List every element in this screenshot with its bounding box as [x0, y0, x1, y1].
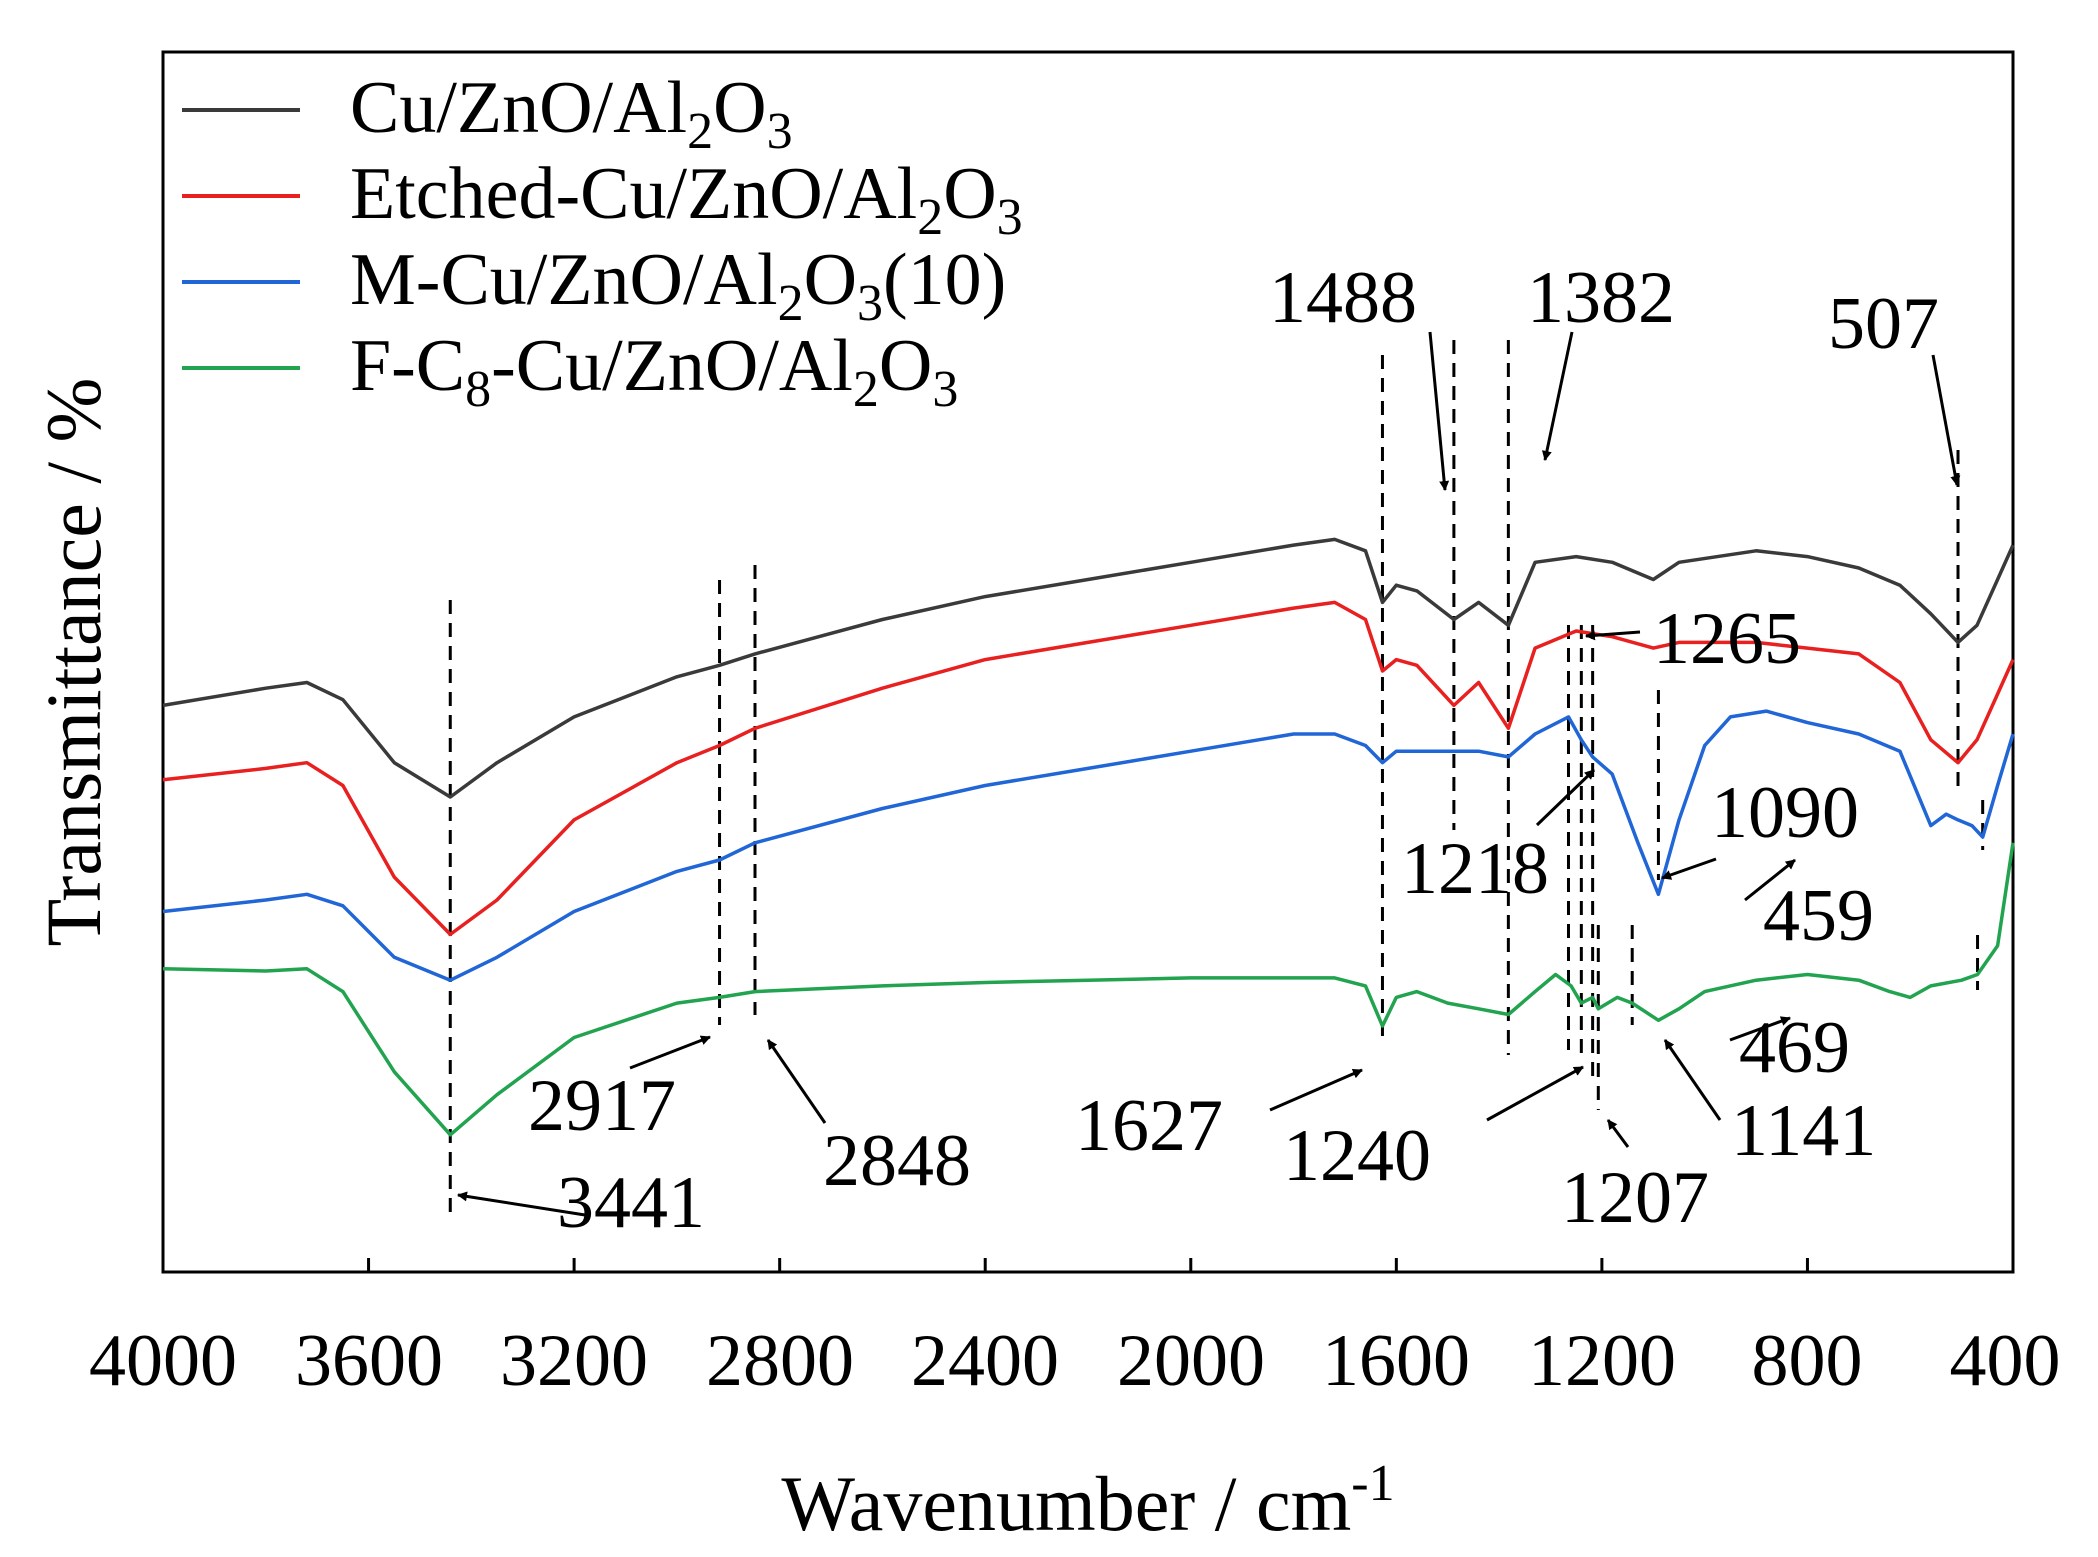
annotation-arrow-1218: [1535, 768, 1596, 827]
annotation-arrow-1382: [1541, 331, 1574, 461]
annotation-arrow-1627: [1269, 1068, 1363, 1112]
series-line-1: [162, 537, 2015, 799]
annotation-label-1488: 1488: [1269, 257, 1417, 339]
annotation-label-1207: 1207: [1561, 1157, 1709, 1239]
series-line-4: [162, 842, 2015, 1137]
legend-label-2: Etched-Cu/ZnO/Al2O3: [350, 153, 1023, 246]
legend: Cu/ZnO/Al2O3Etched-Cu/ZnO/Al2O3M-Cu/ZnO/…: [182, 67, 1023, 418]
annotation-arrow-1265: [1585, 630, 1641, 641]
annotation-label-1218: 1218: [1401, 828, 1549, 910]
annotation-label-1090: 1090: [1711, 772, 1859, 854]
annotation-label-2917: 2917: [528, 1065, 676, 1147]
annotation-label-3441: 3441: [557, 1162, 705, 1244]
annotation-label-1141: 1141: [1731, 1090, 1876, 1172]
series-line-3: [162, 709, 2015, 982]
annotation-arrow-1141: [1663, 1039, 1722, 1121]
series-group: [162, 537, 2015, 1137]
annotation-labels: 1488 1382 507 1265 1218 1090 459 469 114…: [528, 257, 1939, 1244]
x-axis-title: Wavenumber / cm-1: [781, 1455, 1394, 1547]
series-line-2: [162, 600, 2015, 937]
annotation-arrow-469: [1729, 1016, 1791, 1042]
x-tick-label: 800: [1752, 1320, 1863, 1402]
annotation-arrows: [457, 331, 1961, 1217]
legend-label-4: F-C8-Cu/ZnO/Al2O3: [350, 325, 958, 418]
annotation-label-469: 469: [1739, 1007, 1850, 1089]
annotation-label-1627: 1627: [1075, 1085, 1223, 1167]
x-tick-label: 2000: [1117, 1320, 1265, 1402]
annotation-label-1265: 1265: [1653, 598, 1801, 680]
legend-label-3: M-Cu/ZnO/Al2O3(10): [350, 239, 1006, 332]
annotation-arrow-2848: [766, 1039, 827, 1124]
annotation-arrow-1240: [1486, 1065, 1584, 1122]
x-tick-label: 3600: [295, 1320, 443, 1402]
annotation-arrow-3441: [457, 1191, 586, 1217]
x-tick-label: 2800: [706, 1320, 854, 1402]
x-tick-labels: 4000 3600 3200 2800 2400 2000 1600 1200 …: [89, 1320, 2061, 1402]
annotation-label-459: 459: [1763, 875, 1874, 957]
annotation-arrow-1090: [1661, 857, 1717, 880]
x-tick-label: 2400: [911, 1320, 1059, 1402]
y-axis-title: Transmittance / %: [30, 377, 117, 946]
x-tick-label: 1200: [1528, 1320, 1676, 1402]
annotation-label-1382: 1382: [1527, 257, 1675, 339]
legend-label-1: Cu/ZnO/Al2O3: [350, 67, 793, 160]
annotation-arrow-1488: [1428, 331, 1450, 491]
x-tick-label: 3200: [500, 1320, 648, 1402]
annotation-arrow-1207: [1606, 1119, 1630, 1148]
x-tick-label: 4000: [89, 1320, 237, 1402]
guide-lines: [448, 340, 1985, 1220]
annotation-arrow-459: [1744, 858, 1796, 902]
x-tick-label: 1600: [1322, 1320, 1470, 1402]
annotation-label-1240: 1240: [1283, 1115, 1431, 1197]
x-ticks: [161, 1258, 2015, 1272]
annotation-label-507: 507: [1828, 283, 1939, 365]
annotation-arrow-507: [1931, 354, 1961, 486]
annotation-arrow-2917: [629, 1035, 711, 1070]
x-tick-label: 400: [1950, 1320, 2061, 1402]
annotation-label-2848: 2848: [823, 1120, 971, 1202]
